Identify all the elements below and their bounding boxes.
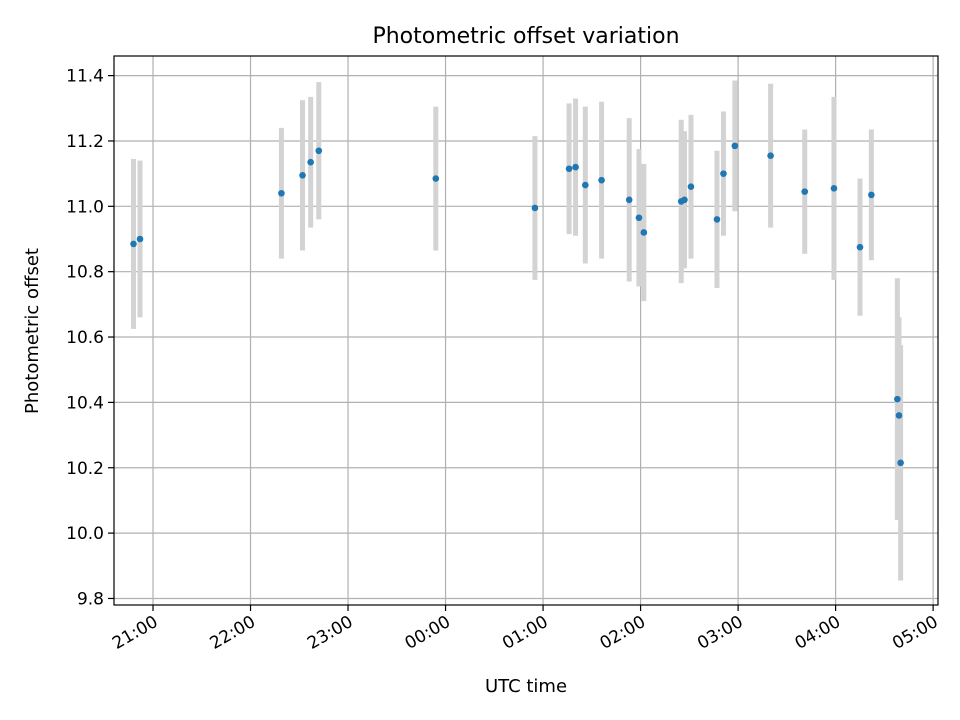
data-point	[801, 188, 809, 195]
data-point	[278, 189, 285, 197]
data-point	[687, 183, 695, 191]
data-point	[572, 163, 579, 171]
chart-title: Photometric offset variation	[372, 24, 679, 49]
y-axis-label: Photometric offset	[22, 248, 43, 414]
data-point	[625, 196, 633, 204]
data-point	[299, 171, 306, 179]
data-point	[635, 214, 643, 222]
data-point	[856, 243, 864, 251]
grid	[114, 56, 938, 605]
data-point	[531, 204, 539, 212]
y-tick-label: 10.4	[66, 393, 104, 413]
data-point	[565, 165, 573, 173]
x-axis-label: UTC time	[485, 676, 567, 697]
data-point	[130, 240, 137, 248]
y-tick-label: 9.8	[77, 589, 104, 609]
y-tick-label: 10.6	[66, 328, 104, 348]
data-point	[731, 142, 739, 150]
data-point	[136, 235, 144, 243]
data-point	[897, 459, 904, 467]
data-point	[681, 196, 688, 204]
data-point	[640, 229, 648, 236]
y-tick-label: 10.8	[66, 263, 104, 283]
data-point	[895, 412, 903, 419]
y-tick-label: 11.4	[66, 67, 104, 87]
data-point	[720, 170, 727, 177]
data-point	[432, 175, 440, 182]
data-point	[307, 158, 314, 166]
data-point	[767, 152, 774, 159]
data-point	[315, 147, 323, 155]
data-point	[582, 181, 589, 189]
data-point	[830, 185, 838, 192]
data-points	[130, 142, 904, 467]
data-point	[894, 395, 901, 403]
data-point	[868, 191, 875, 199]
y-tick-label: 11.0	[66, 197, 104, 217]
plot-frame	[113, 55, 939, 606]
y-tick-label: 10.2	[66, 459, 104, 479]
y-tick-label: 10.0	[66, 524, 104, 544]
data-point	[598, 176, 605, 184]
y-tick-label: 11.2	[66, 132, 104, 152]
data-point	[713, 216, 721, 223]
